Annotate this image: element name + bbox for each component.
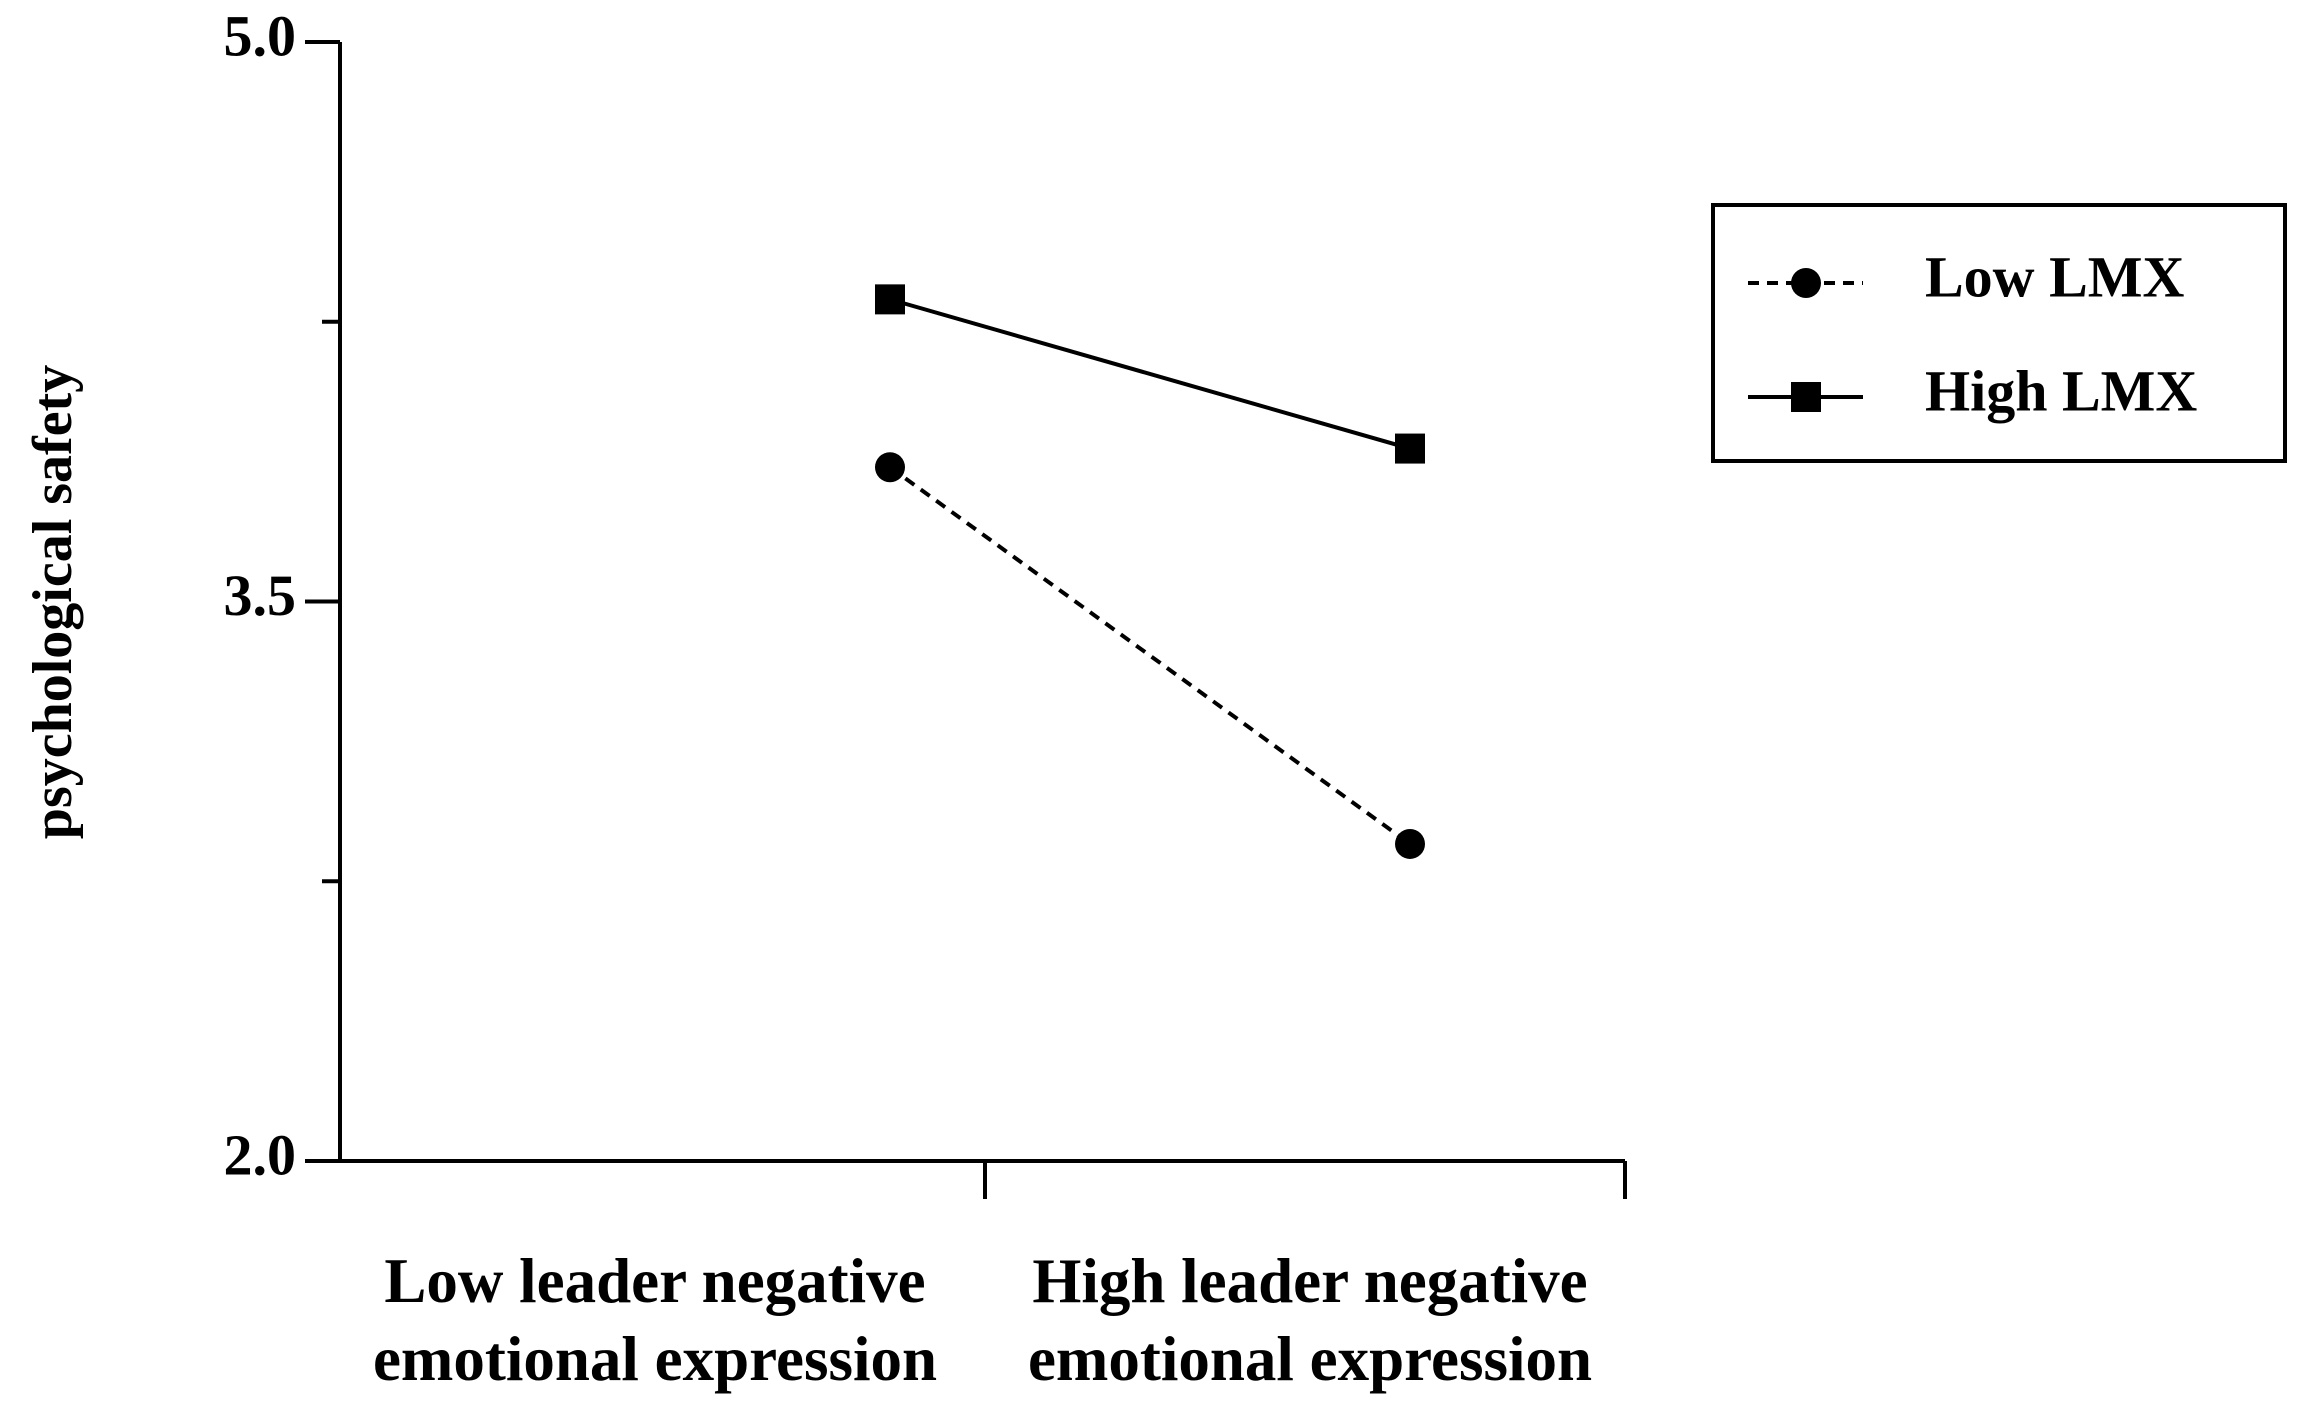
legend-box [1711, 203, 2287, 463]
y-tick-label: 3.5 [224, 563, 297, 628]
data-point [1395, 828, 1425, 859]
y-ticks: 2.0 3.5 5.0 [224, 3, 340, 1187]
legend-marker [1791, 382, 1821, 412]
data-point [1395, 433, 1425, 464]
y-tick-label: 5.0 [224, 3, 297, 68]
y-tick-label: 2.0 [224, 1122, 297, 1187]
x-category-label: High leader negative [1032, 1246, 1587, 1316]
data-point [875, 452, 905, 483]
legend: Low LMX High LMX [1711, 203, 2287, 463]
x-category-label: Low leader negative [384, 1246, 925, 1316]
legend-label: High LMX [1925, 358, 2197, 423]
x-category-label: emotional expression [373, 1324, 937, 1394]
series-line [889, 297, 1411, 451]
series-line [888, 465, 1412, 846]
x-category-label: emotional expression [1028, 1324, 1592, 1394]
legend-label: Low LMX [1925, 244, 2185, 309]
x-ticks: Low leader negative emotional expression H… [373, 1161, 1627, 1394]
series-layer [875, 284, 1425, 859]
axes [305, 42, 1625, 1163]
y-axis-label: psychological safety [22, 365, 84, 839]
legend-marker [1791, 268, 1821, 298]
data-point [875, 284, 905, 315]
